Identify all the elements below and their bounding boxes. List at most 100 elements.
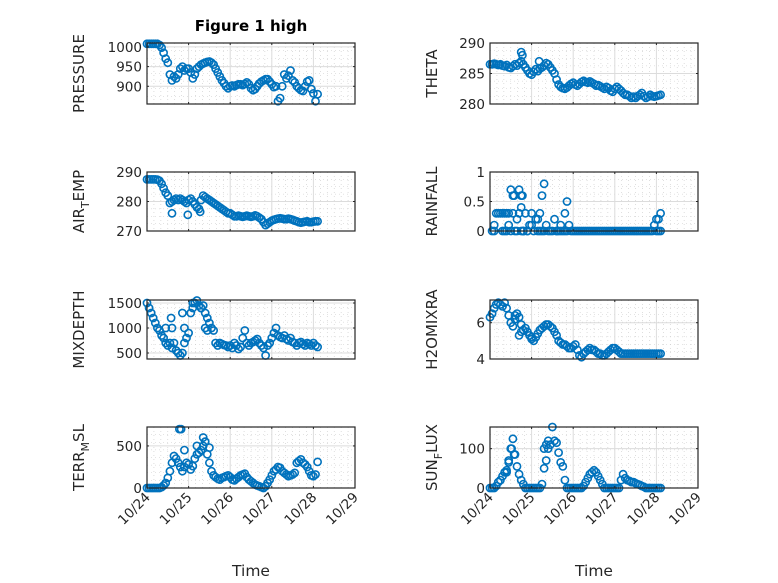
data-point bbox=[202, 313, 212, 323]
subplot-h2omixra: 4 6 H2OMIXRA bbox=[423, 289, 699, 370]
data-point bbox=[200, 437, 210, 447]
data-point bbox=[179, 338, 189, 348]
data-point bbox=[173, 458, 183, 468]
data-point bbox=[157, 179, 166, 189]
data-point bbox=[207, 466, 216, 476]
data-point bbox=[313, 89, 322, 99]
data-point bbox=[508, 434, 518, 444]
x-axis-label: Time bbox=[231, 562, 270, 580]
scatter-series bbox=[142, 296, 322, 360]
y-tick-label: 1000 bbox=[108, 40, 142, 56]
data-point bbox=[510, 310, 520, 320]
data-point bbox=[202, 326, 212, 335]
data-point bbox=[583, 345, 593, 355]
data-point bbox=[236, 342, 245, 352]
y-axis-label: H2OMIXRA bbox=[423, 289, 441, 370]
data-point bbox=[308, 471, 318, 481]
data-point bbox=[518, 325, 528, 335]
y-tick-label: 280 bbox=[116, 195, 142, 211]
data-point bbox=[200, 323, 210, 333]
scatter-series bbox=[142, 174, 322, 230]
y-axis-label-rest: SL bbox=[70, 423, 88, 442]
data-point bbox=[179, 323, 189, 333]
data-point bbox=[510, 314, 520, 324]
data-point bbox=[167, 208, 177, 218]
y-axis-label-subscript: M bbox=[79, 442, 92, 452]
data-point bbox=[204, 443, 214, 452]
ticks bbox=[489, 427, 699, 489]
data-point bbox=[508, 208, 518, 218]
data-point bbox=[286, 66, 295, 75]
ticks bbox=[489, 171, 699, 232]
y-tick-label: 285 bbox=[459, 67, 485, 83]
data-point bbox=[165, 338, 175, 348]
data-point bbox=[487, 309, 497, 318]
data-point bbox=[595, 349, 605, 358]
data-point bbox=[183, 210, 193, 220]
data-point bbox=[552, 330, 561, 340]
y-tick-label: 0 bbox=[476, 224, 485, 240]
y-axis-label: PRESSURE bbox=[70, 34, 88, 113]
y-tick-label: 0 bbox=[133, 481, 142, 497]
y-axis-label-subscript: T bbox=[79, 201, 92, 209]
data-point bbox=[552, 75, 561, 84]
data-point bbox=[204, 458, 214, 468]
data-point bbox=[159, 183, 168, 193]
data-point bbox=[512, 461, 522, 471]
y-tick-label: 0 bbox=[476, 481, 485, 497]
data-point bbox=[207, 58, 216, 68]
y-tick-label: 270 bbox=[116, 224, 142, 240]
y-tick-label: 1500 bbox=[108, 296, 142, 312]
data-point bbox=[587, 467, 597, 477]
data-point bbox=[516, 202, 526, 212]
data-point bbox=[152, 323, 162, 333]
data-point bbox=[550, 214, 559, 224]
data-point bbox=[150, 318, 160, 328]
y-axis-label-base: AIR bbox=[70, 208, 88, 233]
data-point bbox=[537, 191, 547, 200]
data-point bbox=[167, 323, 177, 333]
data-point bbox=[267, 470, 277, 480]
data-point bbox=[196, 303, 206, 313]
y-tick-label: 6 bbox=[476, 316, 485, 332]
x-axis-label: Time bbox=[574, 562, 613, 580]
data-point bbox=[518, 50, 527, 60]
ticks bbox=[146, 427, 356, 489]
data-point bbox=[161, 478, 171, 488]
data-point bbox=[591, 347, 601, 357]
data-point bbox=[242, 78, 252, 87]
data-point bbox=[186, 308, 196, 318]
data-point bbox=[290, 338, 300, 348]
y-tick-label: 290 bbox=[116, 165, 142, 181]
data-point bbox=[254, 338, 264, 348]
y-tick-label: 280 bbox=[459, 97, 485, 113]
data-point bbox=[514, 58, 524, 68]
data-point bbox=[161, 338, 171, 348]
data-point bbox=[300, 341, 310, 350]
data-point bbox=[313, 216, 322, 226]
data-point bbox=[169, 338, 179, 348]
ticks bbox=[146, 171, 356, 232]
data-point bbox=[176, 424, 186, 434]
data-point bbox=[656, 208, 665, 218]
y-axis-label-subscript: F bbox=[432, 453, 445, 459]
data-point bbox=[288, 76, 297, 85]
y-tick-label: 1000 bbox=[108, 321, 142, 337]
minor-grid bbox=[490, 427, 698, 488]
data-point bbox=[504, 457, 514, 467]
data-point bbox=[177, 348, 187, 358]
data-point bbox=[204, 318, 214, 328]
data-point bbox=[298, 86, 308, 96]
data-point bbox=[534, 56, 544, 66]
data-point bbox=[313, 457, 322, 467]
data-point bbox=[177, 466, 187, 476]
data-point bbox=[166, 313, 176, 323]
data-point bbox=[240, 326, 250, 335]
data-point bbox=[184, 459, 193, 469]
axes-box bbox=[146, 299, 356, 360]
y-tick-label: 500 bbox=[116, 346, 142, 362]
data-point bbox=[163, 58, 173, 68]
y-axis-label-rest: EMP bbox=[70, 170, 88, 201]
y-tick-label: 100 bbox=[459, 442, 485, 458]
